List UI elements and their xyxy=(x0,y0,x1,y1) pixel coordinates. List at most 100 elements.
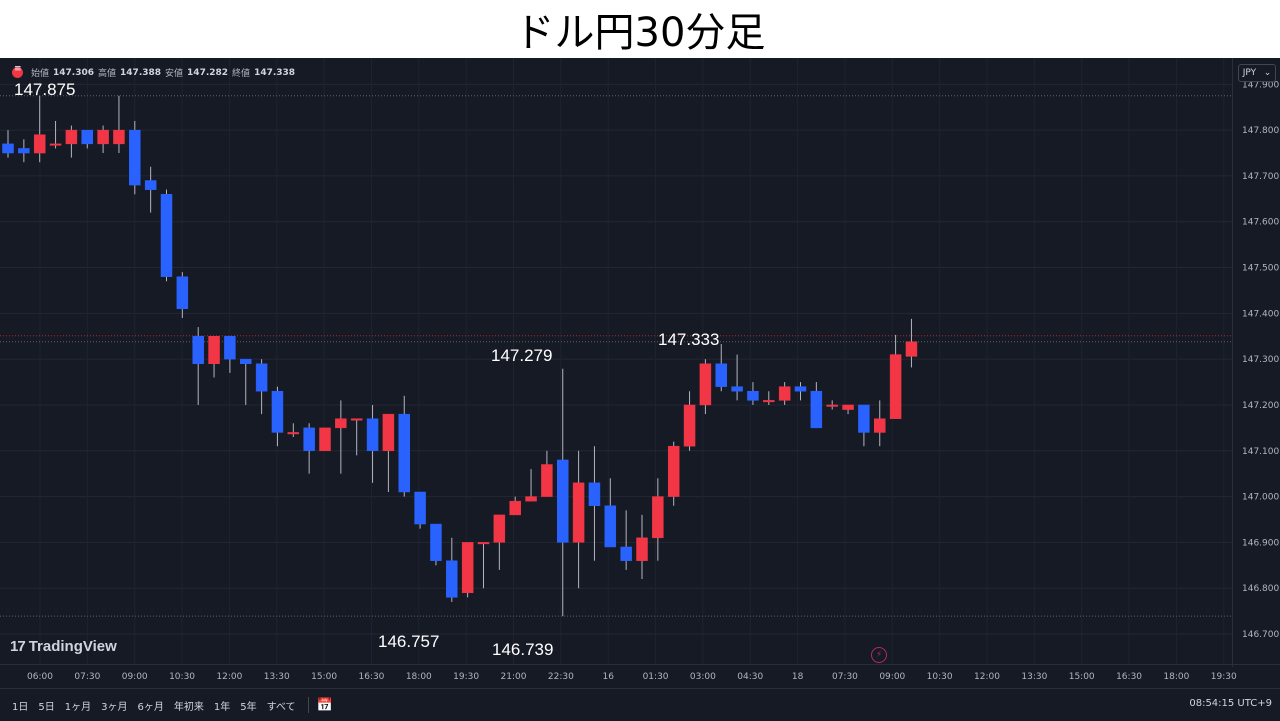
timeframe-button[interactable]: 1ヶ月 xyxy=(64,701,92,713)
x-tick-label: 04:30 xyxy=(737,672,763,682)
timeframe-button[interactable]: 5年 xyxy=(240,701,257,713)
y-tick-label: 147.700 xyxy=(1242,172,1279,182)
candle-body xyxy=(509,500,521,516)
timeframe-list: 1日 5日 1ヶ月 3ヶ月 6ヶ月 年初来 1年 5年 すべて xyxy=(12,698,296,713)
y-tick-label: 147.500 xyxy=(1242,264,1279,274)
y-tick-label: 147.900 xyxy=(1242,80,1279,90)
lightning-icon[interactable]: ⚡ xyxy=(871,647,887,663)
x-tick-label: 13:30 xyxy=(1021,672,1047,682)
timeframe-button[interactable]: 5日 xyxy=(38,701,55,713)
tradingview-mark-icon: 17 xyxy=(10,638,26,655)
candle-body xyxy=(335,418,347,429)
timeframe-button[interactable]: 年初来 xyxy=(173,701,204,713)
candle-body xyxy=(889,354,902,419)
timeframe-button[interactable]: 1年 xyxy=(213,701,231,713)
y-tick-label: 146.900 xyxy=(1242,538,1279,548)
y-tick-label: 147.100 xyxy=(1242,447,1279,457)
candle-body xyxy=(541,464,553,497)
chevron-down-icon: ⌄ xyxy=(1263,68,1272,78)
currency-selector[interactable]: JPY ⌄ xyxy=(1238,64,1276,82)
x-tick-label: 22:30 xyxy=(548,672,574,682)
timeframe-button[interactable]: 1日 xyxy=(12,701,29,713)
timeframe-button[interactable]: 6ヶ月 xyxy=(137,701,164,713)
x-tick-label: 18:00 xyxy=(1163,672,1189,682)
currency-label: JPY xyxy=(1242,68,1257,78)
open-label: 始値 xyxy=(31,69,50,79)
annotation-low-left: 146.757 xyxy=(378,632,440,651)
candle-body xyxy=(414,491,426,525)
y-tick-label: 146.700 xyxy=(1242,630,1279,640)
y-tick-label: 147.300 xyxy=(1242,355,1279,365)
candle-body xyxy=(446,560,458,598)
page-title: ドル円30分足 xyxy=(514,10,766,56)
candle-body xyxy=(620,546,632,561)
timeframe-button[interactable]: すべて xyxy=(266,701,296,713)
candle-body xyxy=(525,496,537,502)
candle-body xyxy=(398,413,410,493)
candle-body xyxy=(176,276,189,310)
low-label: 安値 xyxy=(165,69,184,79)
candle-body xyxy=(683,404,696,447)
toolbar-divider xyxy=(307,697,309,713)
candle-body xyxy=(2,143,14,154)
y-tick-label: 147.800 xyxy=(1242,126,1279,136)
candle-body xyxy=(144,180,157,190)
candle-body xyxy=(588,482,601,506)
x-tick-label: 18:00 xyxy=(406,672,432,682)
x-tick-label: 12:00 xyxy=(216,672,242,682)
candle-body xyxy=(667,445,680,497)
low-value: 147.282 xyxy=(187,67,229,78)
candle-body xyxy=(271,390,284,433)
candle-body xyxy=(33,134,46,154)
candle-body xyxy=(493,514,506,543)
timeframe-button[interactable]: 3ヶ月 xyxy=(101,701,128,713)
candle-body xyxy=(747,390,759,401)
calendar-icon[interactable]: 📅 xyxy=(316,697,333,713)
candle-body xyxy=(715,363,727,387)
candle-body xyxy=(255,363,268,392)
x-tick-label: 16 xyxy=(602,672,614,682)
ohlc-legend: 始値 147.306 高値 147.388 安値 147.282 終値 147.… xyxy=(12,64,296,79)
candle-body xyxy=(858,404,870,433)
candle-body xyxy=(319,427,331,452)
candle-body xyxy=(699,363,712,406)
close-value: 147.338 xyxy=(254,67,296,78)
x-tick-label: 07:30 xyxy=(832,672,858,682)
tradingview-logo[interactable]: 17 TradingView xyxy=(10,638,117,655)
candle-body xyxy=(763,400,775,403)
candle-body xyxy=(557,459,569,543)
annotation-low-middle: 146.739 xyxy=(492,640,554,659)
open-value: 147.306 xyxy=(53,67,95,78)
candle-body xyxy=(842,404,854,410)
symbol-icon[interactable] xyxy=(12,64,23,78)
x-tick-label: 15:00 xyxy=(311,672,337,682)
x-tick-label: 09:00 xyxy=(879,672,905,682)
candle-body xyxy=(224,336,236,360)
y-tick-label: 147.200 xyxy=(1242,401,1279,411)
candle-body xyxy=(113,129,125,145)
candle-body xyxy=(731,386,743,392)
candle-body xyxy=(81,129,93,145)
candle-body xyxy=(778,386,791,401)
candle-body xyxy=(874,418,886,433)
y-tick-label: 146.800 xyxy=(1242,584,1279,594)
x-tick-label: 10:30 xyxy=(927,672,953,682)
candle-body xyxy=(129,129,141,186)
candle-body xyxy=(18,148,30,154)
candle-body xyxy=(461,542,474,594)
clock-display[interactable]: 08:54:15 UTC+9 xyxy=(1189,698,1272,709)
annotation-peak-middle: 147.279 xyxy=(491,346,553,365)
x-tick-label: 18 xyxy=(792,672,804,682)
chart-area[interactable]: 147.900 147.800 147.700 147.600 147.500 147.4… xyxy=(0,58,1280,721)
x-tick-label: 12:00 xyxy=(974,672,1000,682)
x-tick-label: 07:30 xyxy=(74,672,100,682)
x-tick-label: 21:00 xyxy=(501,672,527,682)
annotation-high-left: 147.875 xyxy=(14,80,76,99)
candlestick-chart[interactable]: 147.900 147.800 147.700 147.600 147.500 147.4… xyxy=(0,58,1280,720)
candle-body xyxy=(477,542,490,545)
x-tick-label: 13:30 xyxy=(264,672,290,682)
y-tick-label: 147.600 xyxy=(1242,218,1279,228)
x-tick-label: 19:30 xyxy=(1211,672,1237,682)
x-tick-label: 01:30 xyxy=(643,672,669,682)
x-tick-label: 15:00 xyxy=(1069,672,1095,682)
